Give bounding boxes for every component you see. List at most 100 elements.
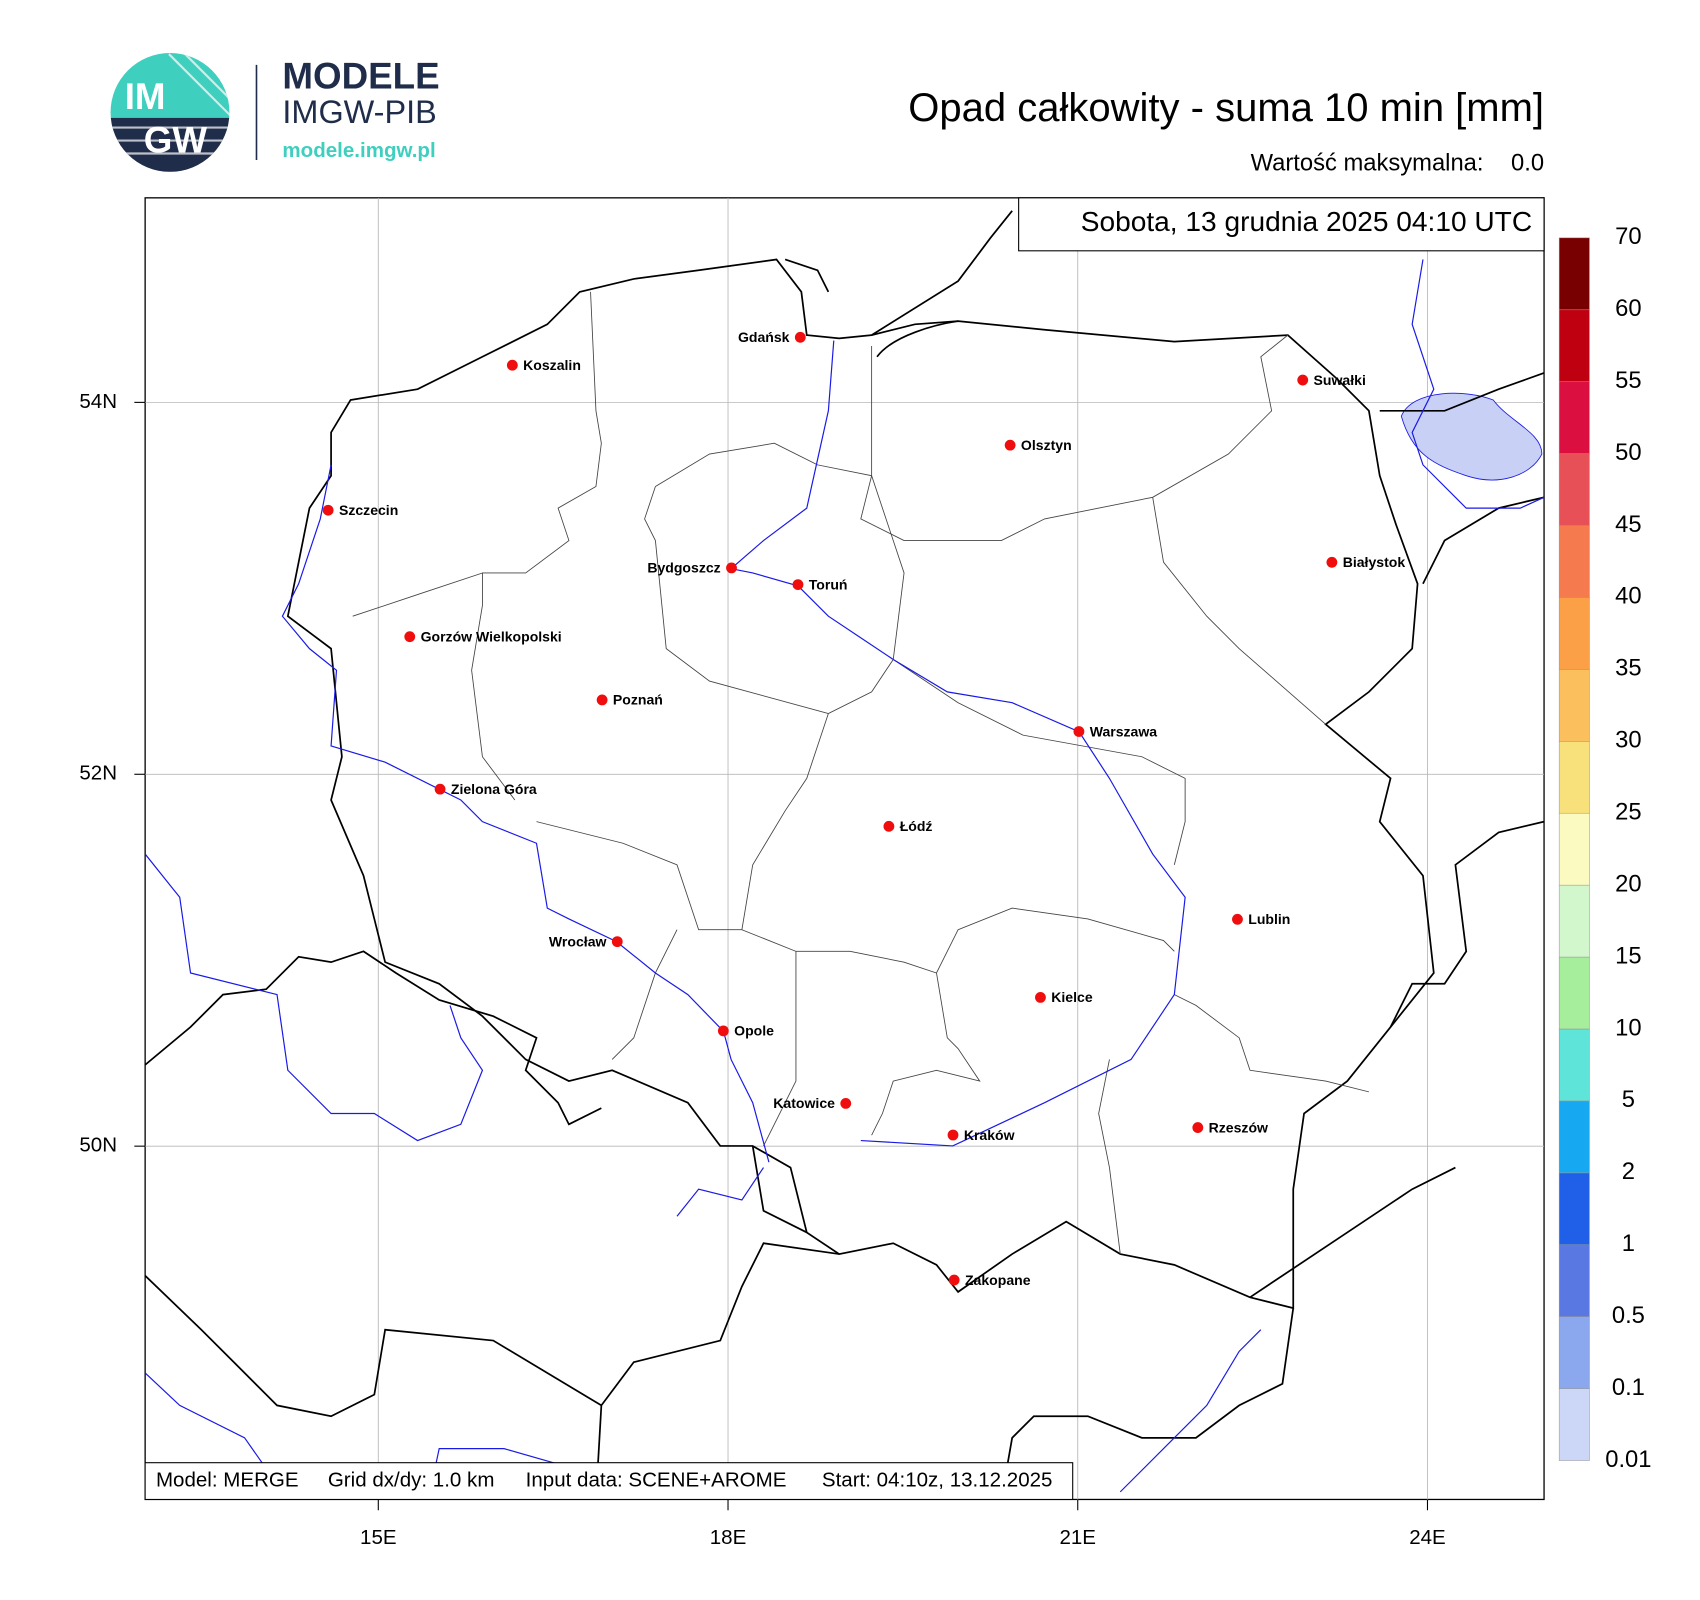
city-marker [794, 331, 806, 343]
city-marker [322, 504, 334, 516]
y-tick-label: 54N [79, 390, 117, 413]
coastline [784, 210, 1013, 358]
water-body [1400, 392, 1543, 481]
city-marker [404, 631, 416, 643]
city-label: Poznań [613, 692, 663, 708]
city-label: Toruń [809, 576, 848, 592]
city-marker [434, 783, 446, 795]
footer-text: Grid dx/dy: 1.0 km [328, 1469, 495, 1492]
city-marker [1004, 439, 1016, 451]
timestamp-box [1018, 197, 1545, 252]
city-label: Rzeszów [1209, 1119, 1268, 1135]
colorbar-label: 0.1 [1612, 1374, 1645, 1401]
map-frame [144, 197, 1545, 1501]
y-tick-label: 50N [79, 1134, 117, 1157]
x-tick-label: 21E [1059, 1526, 1096, 1549]
colorbar-swatch [1558, 884, 1590, 958]
city-marker [947, 1129, 959, 1141]
colorbar-swatch [1558, 1028, 1590, 1102]
colorbar-swatch [1558, 525, 1590, 598]
colorbar-label: 60 [1615, 295, 1641, 322]
x-tick-label: 15E [360, 1526, 397, 1549]
river [145, 259, 1545, 1500]
colorbar-swatch [1558, 669, 1590, 742]
graticule [145, 197, 1545, 1500]
city-label: Gdańsk [738, 329, 790, 345]
colorbar-label: 30 [1615, 727, 1641, 754]
brand: MODELE [282, 56, 439, 97]
colorbar-swatch [1558, 1388, 1590, 1461]
logo-text: IM [125, 76, 166, 117]
city-label: Szczecin [339, 502, 398, 518]
colorbar-label: 50 [1615, 439, 1641, 466]
cities: Gdańsk Koszalin Suwałki Olsztyn Szczecin Biał… [322, 329, 1406, 1288]
colorbar-label: 25 [1615, 799, 1641, 826]
river [281, 464, 770, 1163]
city-marker [883, 820, 895, 832]
colorbar-swatch [1558, 237, 1590, 311]
colorbar-label: 35 [1615, 655, 1641, 682]
x-tick-label: 18E [710, 1526, 747, 1549]
city-marker [1073, 726, 1085, 737]
city-label: Olsztyn [1021, 437, 1072, 453]
city-label: Wrocław [549, 933, 607, 949]
colorbar-label: 5 [1622, 1086, 1635, 1113]
geography [145, 210, 1545, 1500]
river [729, 340, 1186, 1147]
poland-border [286, 258, 1435, 1310]
country-border [1000, 372, 1545, 1500]
city-label: Zielona Góra [451, 781, 537, 797]
timestamp: Sobota, 13 grudnia 2025 04:10 UTC [1081, 206, 1532, 237]
city-label: Łódź [900, 818, 933, 834]
colorbar-label: 2 [1622, 1158, 1635, 1185]
axes: 15E 18E 21E 24E 50N 52N 54N [79, 390, 1445, 1549]
city-marker [1297, 374, 1309, 386]
footer-text: Model: MERGE [156, 1469, 299, 1492]
colorbar-label: 0.5 [1612, 1302, 1645, 1329]
city-marker [506, 359, 518, 371]
colorbar-label: 1 [1622, 1230, 1635, 1257]
admin-border [352, 291, 1370, 1255]
colorbar-label: 0.01 [1605, 1446, 1651, 1473]
city-label: Warszawa [1090, 723, 1158, 739]
colorbar-swatch [1558, 597, 1590, 670]
city-label: Suwałki [1314, 372, 1366, 388]
max-label: Wartość maksymalna: [1251, 150, 1484, 177]
city-marker [948, 1274, 960, 1286]
city-marker [611, 936, 623, 948]
city-label: Bydgoszcz [647, 560, 720, 576]
city-label: Opole [734, 1023, 774, 1039]
city-label: Koszalin [523, 357, 581, 373]
city-label: Kraków [964, 1127, 1015, 1143]
city-marker [1035, 992, 1046, 1003]
city-label: Gorzów Wielkopolski [421, 628, 562, 644]
city-marker [596, 694, 608, 706]
title: Opad całkowity - suma 10 min [mm] [908, 86, 1544, 130]
x-tick-label: 24E [1409, 1526, 1446, 1549]
colorbar-label: 40 [1615, 583, 1641, 610]
city-marker [840, 1097, 852, 1109]
country-border [145, 950, 602, 1126]
colorbar-swatch [1558, 309, 1590, 382]
colorbar-swatch [1558, 741, 1590, 814]
colorbar-label: 45 [1615, 511, 1641, 538]
city-marker [1326, 556, 1338, 568]
y-tick-label: 52N [79, 762, 117, 785]
colorbar-swatch [1558, 1100, 1590, 1174]
city-label: Białystok [1343, 554, 1406, 570]
colorbar-swatch [1558, 453, 1590, 526]
city-label: Kielce [1051, 989, 1093, 1005]
city-label: Lublin [1248, 911, 1290, 927]
colorbar-label: 10 [1615, 1014, 1641, 1041]
colorbar-label: 55 [1615, 367, 1641, 394]
colorbar-swatch [1558, 1316, 1590, 1389]
colorbar-swatch [1558, 1244, 1590, 1317]
city-marker [792, 579, 804, 591]
city-label: Katowice [773, 1095, 835, 1111]
brand-url: modele.imgw.pl [282, 139, 435, 162]
footer-text: Start: 04:10z, 13.12.2025 [822, 1469, 1053, 1492]
colorbar-swatch [1558, 956, 1590, 1030]
